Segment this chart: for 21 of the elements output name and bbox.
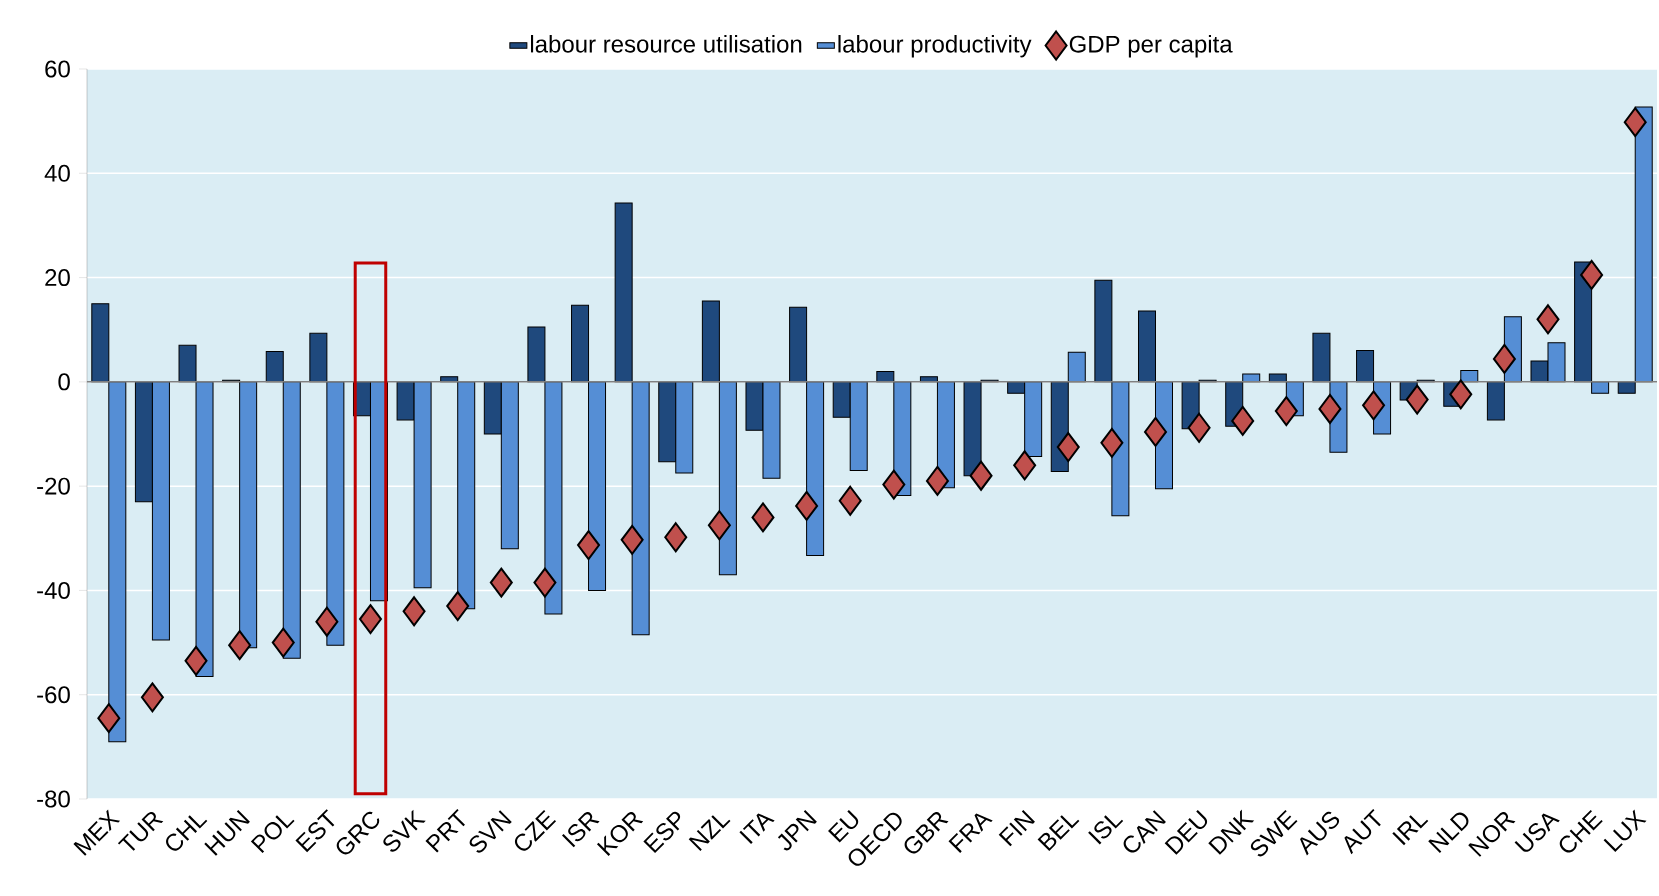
- y-tick-label: -60: [37, 686, 70, 704]
- x-tick-label: BEL: [1037, 815, 1080, 852]
- x-tick-label: FRA: [948, 813, 993, 853]
- y-tick-label: 0: [58, 373, 70, 391]
- x-tick-label: ISL: [1088, 815, 1124, 845]
- y-tick-label: -40: [37, 581, 70, 599]
- x-tick-label: NZL: [688, 815, 731, 852]
- x-tick-label: IRL: [1392, 815, 1429, 846]
- y-tick-label: 20: [45, 269, 70, 287]
- y-tick-label: 60: [45, 60, 70, 78]
- y-tick-label: 40: [44, 164, 70, 182]
- x-tick-label: TUR: [117, 811, 164, 851]
- y-tick-label: -80: [37, 790, 70, 808]
- x-tick-label: ITA: [739, 813, 775, 844]
- y-tick-label: -20: [37, 477, 70, 495]
- legend-label: labour resource utilisation: [530, 35, 802, 53]
- x-tick-label: POL: [250, 815, 295, 854]
- legend-label: labour productivity: [838, 35, 1032, 58]
- legend-label: GDP per capita: [1069, 35, 1233, 58]
- x-tick-label: USA: [1514, 813, 1560, 852]
- x-tick-label: FIN: [998, 810, 1035, 847]
